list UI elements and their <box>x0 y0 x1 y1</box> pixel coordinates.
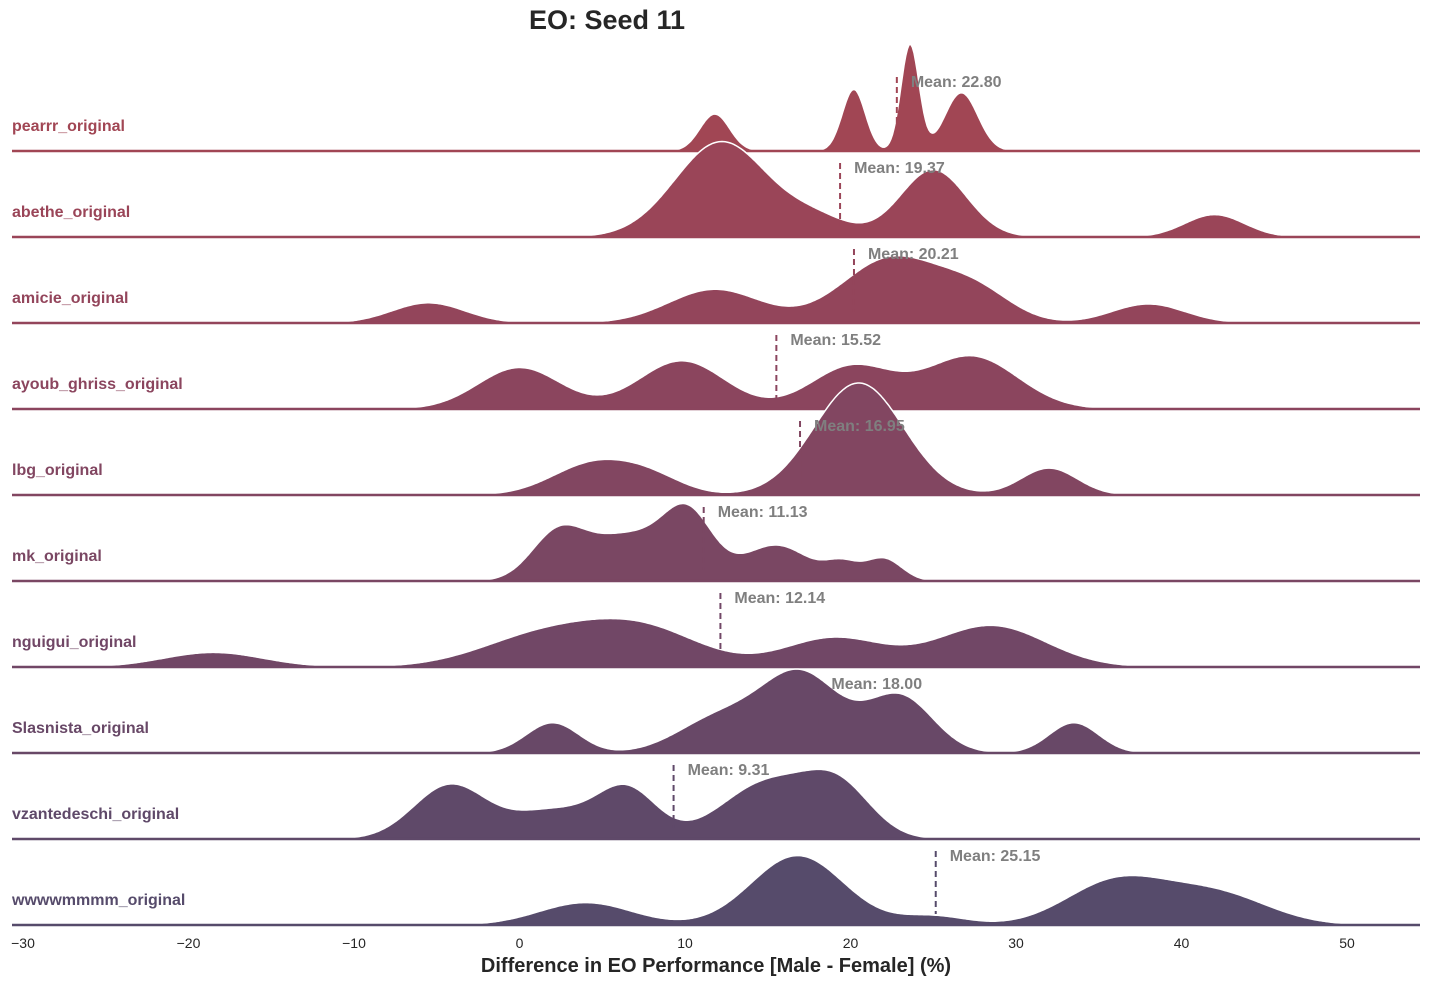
x-tick-label: 10 <box>677 935 693 951</box>
mean-label: Mean: 18.00 <box>831 676 922 693</box>
ridge-row: Mean: 12.14 nguigui_original <box>12 590 1420 669</box>
x-tick-label: 50 <box>1339 935 1355 951</box>
density-area <box>12 502 1420 582</box>
density-area <box>12 43 1420 152</box>
ridge-row: Mean: 15.52 ayoub_ghriss_original <box>12 332 1420 411</box>
density-area <box>12 617 1420 668</box>
density-area <box>12 854 1420 926</box>
chart-title: EO: Seed 11 <box>529 5 685 35</box>
x-tick-label: 0 <box>516 935 524 951</box>
x-tick-label: −20 <box>177 935 201 951</box>
row-label: nguigui_original <box>12 634 136 651</box>
density-area <box>12 354 1420 410</box>
ridge-row: Mean: 19.37 abethe_original <box>12 140 1420 239</box>
density-area <box>12 668 1420 754</box>
ridge-row: Mean: 18.00 Slasnista_original <box>12 668 1420 755</box>
row-label: ayoub_ghriss_original <box>12 376 183 393</box>
density-area <box>12 140 1420 238</box>
ridge-row: Mean: 16.95 lbg_original <box>12 382 1420 497</box>
row-label: mk_original <box>12 548 102 565</box>
row-label: amicie_original <box>12 290 129 307</box>
row-label: Slasnista_original <box>12 720 149 737</box>
x-axis-label: Difference in EO Performance [Male - Fem… <box>481 955 951 977</box>
mean-label: Mean: 25.15 <box>950 848 1041 865</box>
mean-label: Mean: 11.13 <box>718 504 808 521</box>
x-tick-label: −30 <box>11 935 35 951</box>
row-label: pearrr_original <box>12 118 125 135</box>
row-label: vzantedeschi_original <box>12 806 179 823</box>
density-area <box>12 254 1420 324</box>
row-label: wwwwmmmm_original <box>11 892 185 909</box>
ridge-row: Mean: 25.15 wwwwmmmm_original <box>11 848 1420 927</box>
mean-label: Mean: 9.31 <box>688 762 770 779</box>
mean-label: Mean: 15.52 <box>790 332 881 349</box>
ridge-row: Mean: 11.13 mk_original <box>12 502 1420 583</box>
x-tick-label: −10 <box>342 935 366 951</box>
mean-label: Mean: 19.37 <box>854 160 945 177</box>
ridge-rows: Mean: 22.80 pearrr_original Mean: 19.37 abe… <box>11 43 1420 927</box>
ridge-row: Mean: 22.80 pearrr_original <box>12 43 1420 153</box>
ridge-row: Mean: 20.21 amicie_original <box>12 246 1420 325</box>
x-tick-label: 30 <box>1008 935 1024 951</box>
mean-label: Mean: 22.80 <box>911 74 1002 91</box>
density-area <box>12 768 1420 840</box>
mean-label: Mean: 20.21 <box>868 246 959 263</box>
ridge-row: Mean: 9.31 vzantedeschi_original <box>12 762 1420 841</box>
row-label: lbg_original <box>12 462 103 479</box>
x-axis: −30 −20 −10 0 10 20 30 40 50 <box>11 935 1355 951</box>
mean-label: Mean: 16.95 <box>814 418 905 435</box>
x-tick-label: 20 <box>843 935 859 951</box>
x-tick-label: 40 <box>1174 935 1190 951</box>
mean-label: Mean: 12.14 <box>734 590 825 607</box>
row-label: abethe_original <box>12 204 130 221</box>
